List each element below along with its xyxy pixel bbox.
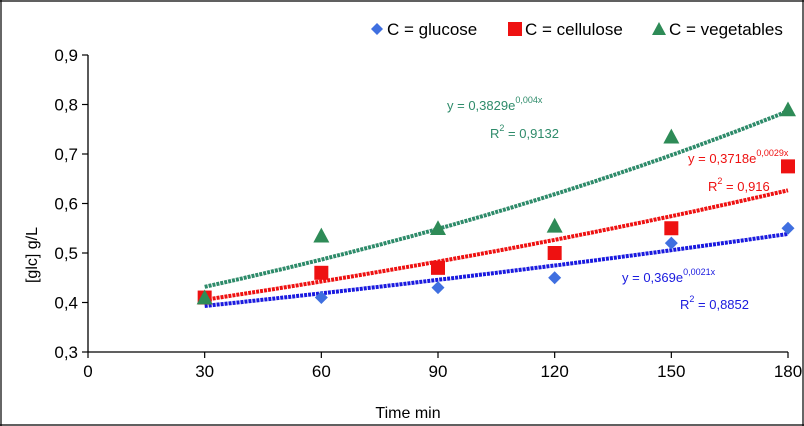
data-point — [431, 281, 445, 295]
legend-label: C = vegetables — [669, 20, 783, 39]
y-tick-label: 0,7 — [54, 145, 78, 164]
data-point — [664, 236, 678, 250]
data-point — [663, 128, 680, 144]
data-point — [664, 221, 679, 236]
y-tick-label: 0,8 — [54, 96, 78, 115]
x-tick-label: 60 — [312, 362, 331, 381]
data-point — [196, 289, 213, 305]
y-tick-label: 0,3 — [54, 343, 78, 362]
x-tick-label: 30 — [195, 362, 214, 381]
y-tick-label: 0,9 — [54, 46, 78, 65]
data-point — [780, 101, 796, 117]
x-tick-label: 120 — [540, 362, 568, 381]
x-tick-label: 180 — [774, 362, 802, 381]
legend-marker — [508, 22, 522, 36]
x-tick-label: 90 — [429, 362, 448, 381]
x-tick-label: 0 — [83, 362, 92, 381]
data-point — [781, 159, 795, 174]
data-points — [196, 101, 796, 305]
r-squared: R2 = 0,8852 — [680, 294, 749, 312]
trendlines — [204, 109, 789, 308]
data-point — [781, 221, 795, 235]
data-point — [548, 271, 562, 285]
data-point — [313, 227, 330, 243]
data-point — [546, 217, 563, 233]
trendline — [204, 188, 789, 302]
trendline-equations: y = 0,369e0,0021x R2 = 0,8852 y = 0,3718e0… — [447, 95, 789, 312]
trendline-equation: y = 0,3829e0,004x — [447, 95, 543, 113]
y-tick-label: 0,4 — [54, 294, 78, 313]
axes: 0,3 0,4 0,5 0,6 0,7 0,8 0,9 0 30 60 90 120 150 180 — [54, 46, 802, 381]
r-squared: R2 = 0,9132 — [490, 123, 559, 141]
legend-marker — [652, 22, 666, 35]
trendline — [204, 231, 789, 308]
y-axis-title: [glc] g/L — [24, 227, 41, 283]
r-squared: R2 = 0,916 — [708, 176, 770, 194]
x-tick-label: 150 — [657, 362, 685, 381]
data-point — [431, 260, 445, 275]
legend-marker — [371, 23, 383, 35]
trendline-equation: y = 0,369e0,0021x — [622, 267, 716, 285]
trendline-equation: y = 0,3718e0,0029x — [688, 148, 789, 166]
data-point — [314, 291, 328, 305]
y-tick-label: 0,5 — [54, 244, 78, 263]
legend-label: C = cellulose — [525, 20, 623, 39]
y-tick-label: 0,6 — [54, 195, 78, 214]
data-point — [314, 265, 329, 280]
data-point — [430, 220, 446, 236]
legend: C = glucose C = cellulose C = vegetables — [371, 20, 783, 39]
data-point — [547, 246, 562, 260]
legend-label: C = glucose — [387, 20, 477, 39]
trendline — [204, 109, 789, 289]
x-axis-title: Time min — [375, 405, 440, 422]
